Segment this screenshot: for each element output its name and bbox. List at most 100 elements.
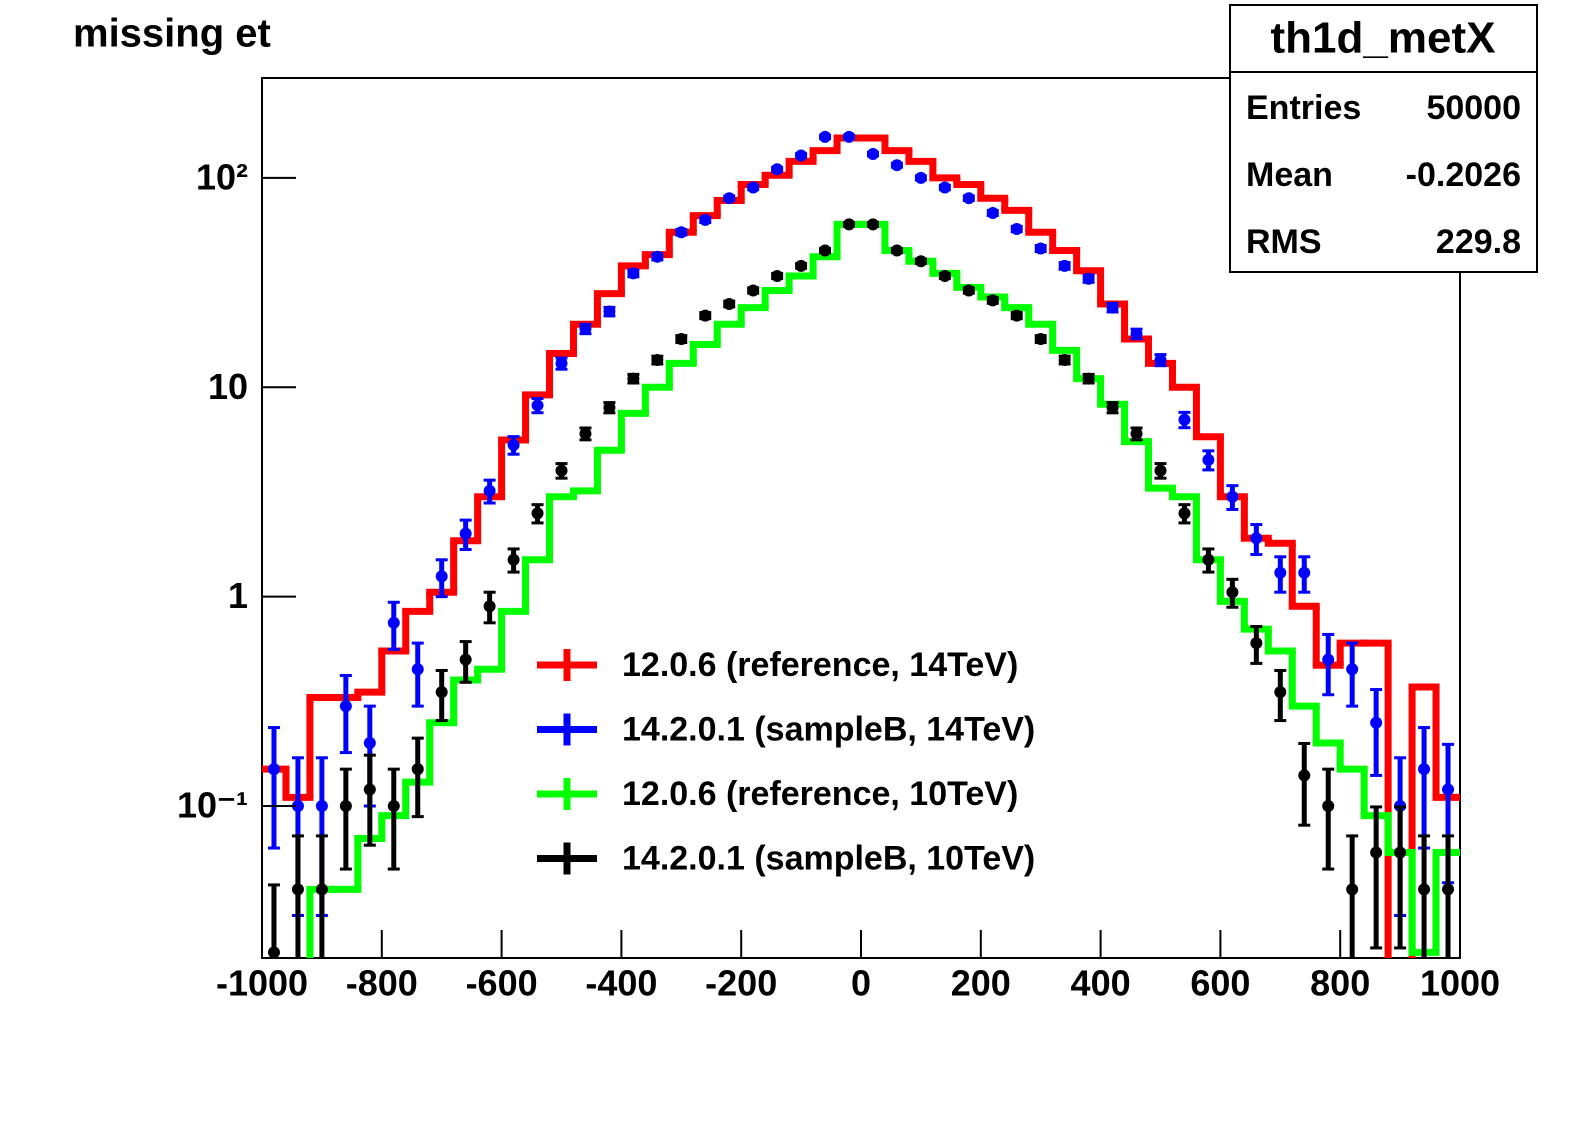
marker <box>507 553 520 566</box>
marker <box>1418 763 1431 776</box>
y-tick-label: 10² <box>196 156 248 197</box>
marker <box>890 244 903 257</box>
error-bar <box>1322 767 1335 871</box>
marker <box>459 527 472 540</box>
marker <box>1058 353 1071 366</box>
stats-value: 229.8 <box>1436 223 1521 261</box>
marker <box>747 181 760 194</box>
marker <box>938 181 951 194</box>
marker <box>843 130 856 143</box>
marker <box>819 244 832 257</box>
y-tick-label: 10⁻¹ <box>177 785 248 826</box>
marker <box>723 297 736 310</box>
marker <box>531 507 544 520</box>
stats-title: th1d_metX <box>1271 14 1496 63</box>
marker <box>723 192 736 205</box>
marker <box>1298 566 1311 579</box>
legend-label: 14.2.0.1 (sampleB, 10TeV) <box>622 839 1035 877</box>
marker <box>819 130 832 143</box>
marker <box>1082 372 1095 385</box>
marker <box>1346 883 1359 896</box>
error-bar <box>315 834 328 958</box>
marker <box>1418 883 1431 896</box>
marker <box>339 700 352 713</box>
marker <box>1106 401 1119 414</box>
marker <box>531 399 544 412</box>
legend-label: 12.0.6 (reference, 14TeV) <box>622 646 1018 684</box>
stats-value: 50000 <box>1426 89 1521 127</box>
x-tick-label: -600 <box>466 963 538 1004</box>
marker <box>1250 637 1263 650</box>
marker <box>1274 686 1287 699</box>
marker <box>1082 272 1095 285</box>
legend-label: 12.0.6 (reference, 10TeV) <box>622 775 1018 813</box>
marker <box>627 267 640 280</box>
marker <box>1154 353 1167 366</box>
marker <box>1226 490 1239 503</box>
x-tick-label: 1000 <box>1420 963 1500 1004</box>
stats-box: th1d_metX Entries 50000 Mean -0.2026 RMS 229.… <box>1229 4 1538 273</box>
marker <box>315 883 328 896</box>
error-bar <box>1394 805 1407 950</box>
marker <box>1178 413 1191 426</box>
marker <box>483 484 496 497</box>
x-tick-label: 600 <box>1190 963 1250 1004</box>
x-tick-label: 400 <box>1071 963 1131 1004</box>
marker <box>1106 301 1119 314</box>
y-tick-label: 10 <box>208 366 248 407</box>
marker <box>675 226 688 239</box>
marker <box>890 159 903 172</box>
marker <box>627 372 640 385</box>
stats-value: -0.2026 <box>1406 156 1521 194</box>
marker <box>1322 800 1335 813</box>
marker <box>651 353 664 366</box>
marker <box>603 401 616 414</box>
marker <box>1298 769 1311 782</box>
error-bar <box>1346 834 1359 958</box>
error-bar <box>291 834 304 958</box>
marker <box>1250 532 1263 545</box>
y-tick-label: 1 <box>228 575 248 616</box>
axes: -1000 -800 -600 -400 -200 0 200 400 600 800 1000 10… <box>177 156 1500 1003</box>
marker <box>914 171 927 184</box>
marker <box>1058 259 1071 272</box>
marker <box>1202 553 1215 566</box>
marker <box>1322 653 1335 666</box>
error-bar <box>339 767 352 871</box>
error-bar <box>1442 834 1455 958</box>
marker <box>795 259 808 272</box>
marker <box>387 800 400 813</box>
error-bar <box>411 736 424 819</box>
marker <box>1154 464 1167 477</box>
x-tick-label: -200 <box>705 963 777 1004</box>
x-tick-label: 200 <box>951 963 1011 1004</box>
legend: 12.0.6 (reference, 14TeV) 14.2.0.1 (sampl… <box>537 646 1035 877</box>
marker <box>1442 883 1455 896</box>
marker <box>411 763 424 776</box>
marker <box>339 800 352 813</box>
marker <box>1010 309 1023 322</box>
marker <box>1178 507 1191 520</box>
marker <box>483 600 496 613</box>
marker <box>962 284 975 297</box>
marker <box>267 763 280 776</box>
marker <box>675 333 688 346</box>
marker <box>1226 586 1239 599</box>
marker <box>555 357 568 370</box>
error-bar <box>363 753 376 847</box>
marker <box>699 309 712 322</box>
marker <box>507 439 520 452</box>
marker <box>962 192 975 205</box>
marker <box>1034 333 1047 346</box>
marker <box>267 946 280 958</box>
marker <box>1202 453 1215 466</box>
error-bar <box>1370 688 1383 777</box>
stats-label: RMS <box>1246 223 1322 261</box>
marker <box>1034 242 1047 255</box>
marker <box>387 616 400 629</box>
error-bar <box>267 883 280 958</box>
marker <box>747 284 760 297</box>
legend-label: 14.2.0.1 (sampleB, 14TeV) <box>622 710 1035 748</box>
plot-area <box>262 130 1460 958</box>
